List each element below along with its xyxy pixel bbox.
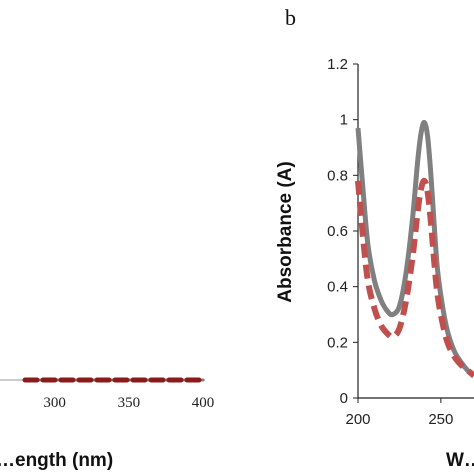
panel-b-x-tick-label: 200	[345, 411, 370, 428]
panel-b-y-tick-label: 0.2	[327, 334, 348, 351]
panel-b-y-tick-label: 1	[340, 112, 348, 129]
panel-b-series-dashed-line	[355, 177, 474, 379]
panel-b-y-tick-label: 0	[340, 390, 348, 407]
panel-a-x-tick-label: 400	[192, 395, 215, 411]
panel-b-series-solid-line	[355, 119, 474, 378]
panel-a-x-tick-label: 300	[43, 395, 66, 411]
panel-b-y-tick-label: 1.2	[327, 56, 348, 73]
panel-a-tick-labels: 300 350 400	[43, 395, 214, 411]
panel-b-y-tick-label: 0.6	[327, 223, 348, 240]
panel-b-y-tick-label: 0.4	[327, 279, 348, 296]
panel-b-y-axis-title: Absorbance (A)	[275, 161, 296, 302]
panel-b-tick-labels: 0 0.2 0.4 0.6 0.8 1 1.2 200 250	[327, 56, 453, 428]
panel-b-y-tick-label: 0.8	[327, 167, 348, 184]
panel-a-x-axis-title: …ength (nm)	[0, 450, 113, 471]
panel-b-x-tick-label: 250	[428, 411, 453, 428]
panel-b-x-axis-title: W…	[446, 450, 474, 471]
panel-a: 300 350 400 …ength (nm)	[0, 377, 214, 471]
panel-a-x-tick-label: 350	[118, 395, 141, 411]
panel-b-series-group	[355, 119, 474, 379]
panel-b-letter: b	[285, 5, 296, 30]
panel-b: b 0 0.2 0.4 0.6 0.8 1 1.2 200 250 Absorbance (A)…	[275, 5, 474, 471]
